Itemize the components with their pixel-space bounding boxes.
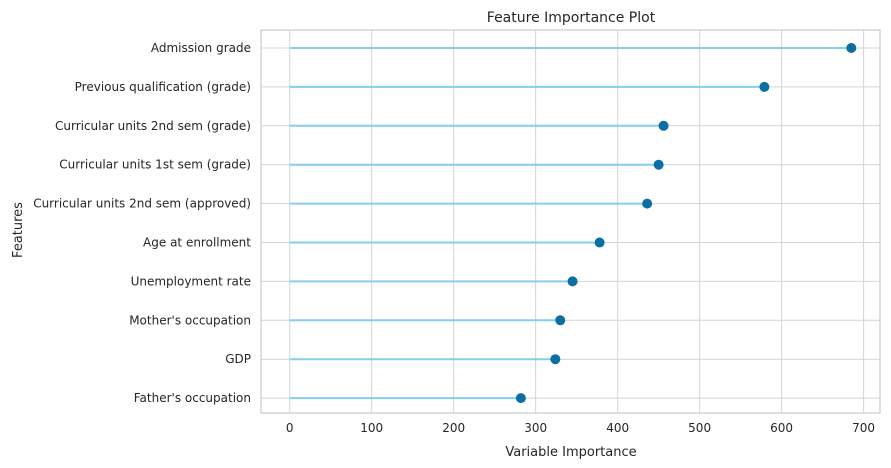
x-tick-label: 400 [606, 421, 629, 435]
lollipop-marker [658, 120, 669, 131]
x-tick-label: 100 [360, 421, 383, 435]
lollipop-marker [846, 43, 857, 53]
y-tick-label: Curricular units 2nd sem (grade) [55, 119, 251, 133]
x-tick-label: 300 [524, 421, 547, 435]
y-tick-label: Previous qualification (grade) [75, 80, 251, 94]
y-tick-label: GDP [225, 352, 251, 366]
lollipop-marker [567, 276, 578, 287]
lollipop-marker [594, 237, 605, 248]
x-tick-label: 0 [286, 421, 294, 435]
lollipop-marker [653, 159, 664, 170]
x-tick-label: 700 [852, 421, 875, 435]
y-tick-label: Unemployment rate [131, 274, 251, 288]
x-tick-label: 500 [688, 421, 711, 435]
x-axis-label: Variable Importance [505, 445, 636, 460]
lollipop-marker [515, 393, 526, 404]
y-tick-label: Admission grade [151, 41, 251, 55]
y-tick-label: Mother's occupation [129, 313, 251, 327]
chart-title: Feature Importance Plot [487, 10, 656, 26]
lollipop-marker [555, 315, 566, 326]
plot-area-frame [260, 29, 881, 414]
y-tick-label: Curricular units 2nd sem (approved) [33, 197, 251, 211]
x-tick-label: 200 [442, 421, 465, 435]
y-tick-label: Age at enrollment [143, 236, 251, 250]
y-tick-label: Curricular units 1st sem (grade) [59, 158, 251, 172]
lollipop-marker [642, 198, 653, 209]
lollipop-marker [759, 81, 770, 92]
y-tick-label: Father's occupation [134, 391, 251, 405]
x-tick-label: 600 [770, 421, 793, 435]
lollipop-marker [550, 354, 561, 365]
y-axis-label: Features [11, 202, 26, 258]
